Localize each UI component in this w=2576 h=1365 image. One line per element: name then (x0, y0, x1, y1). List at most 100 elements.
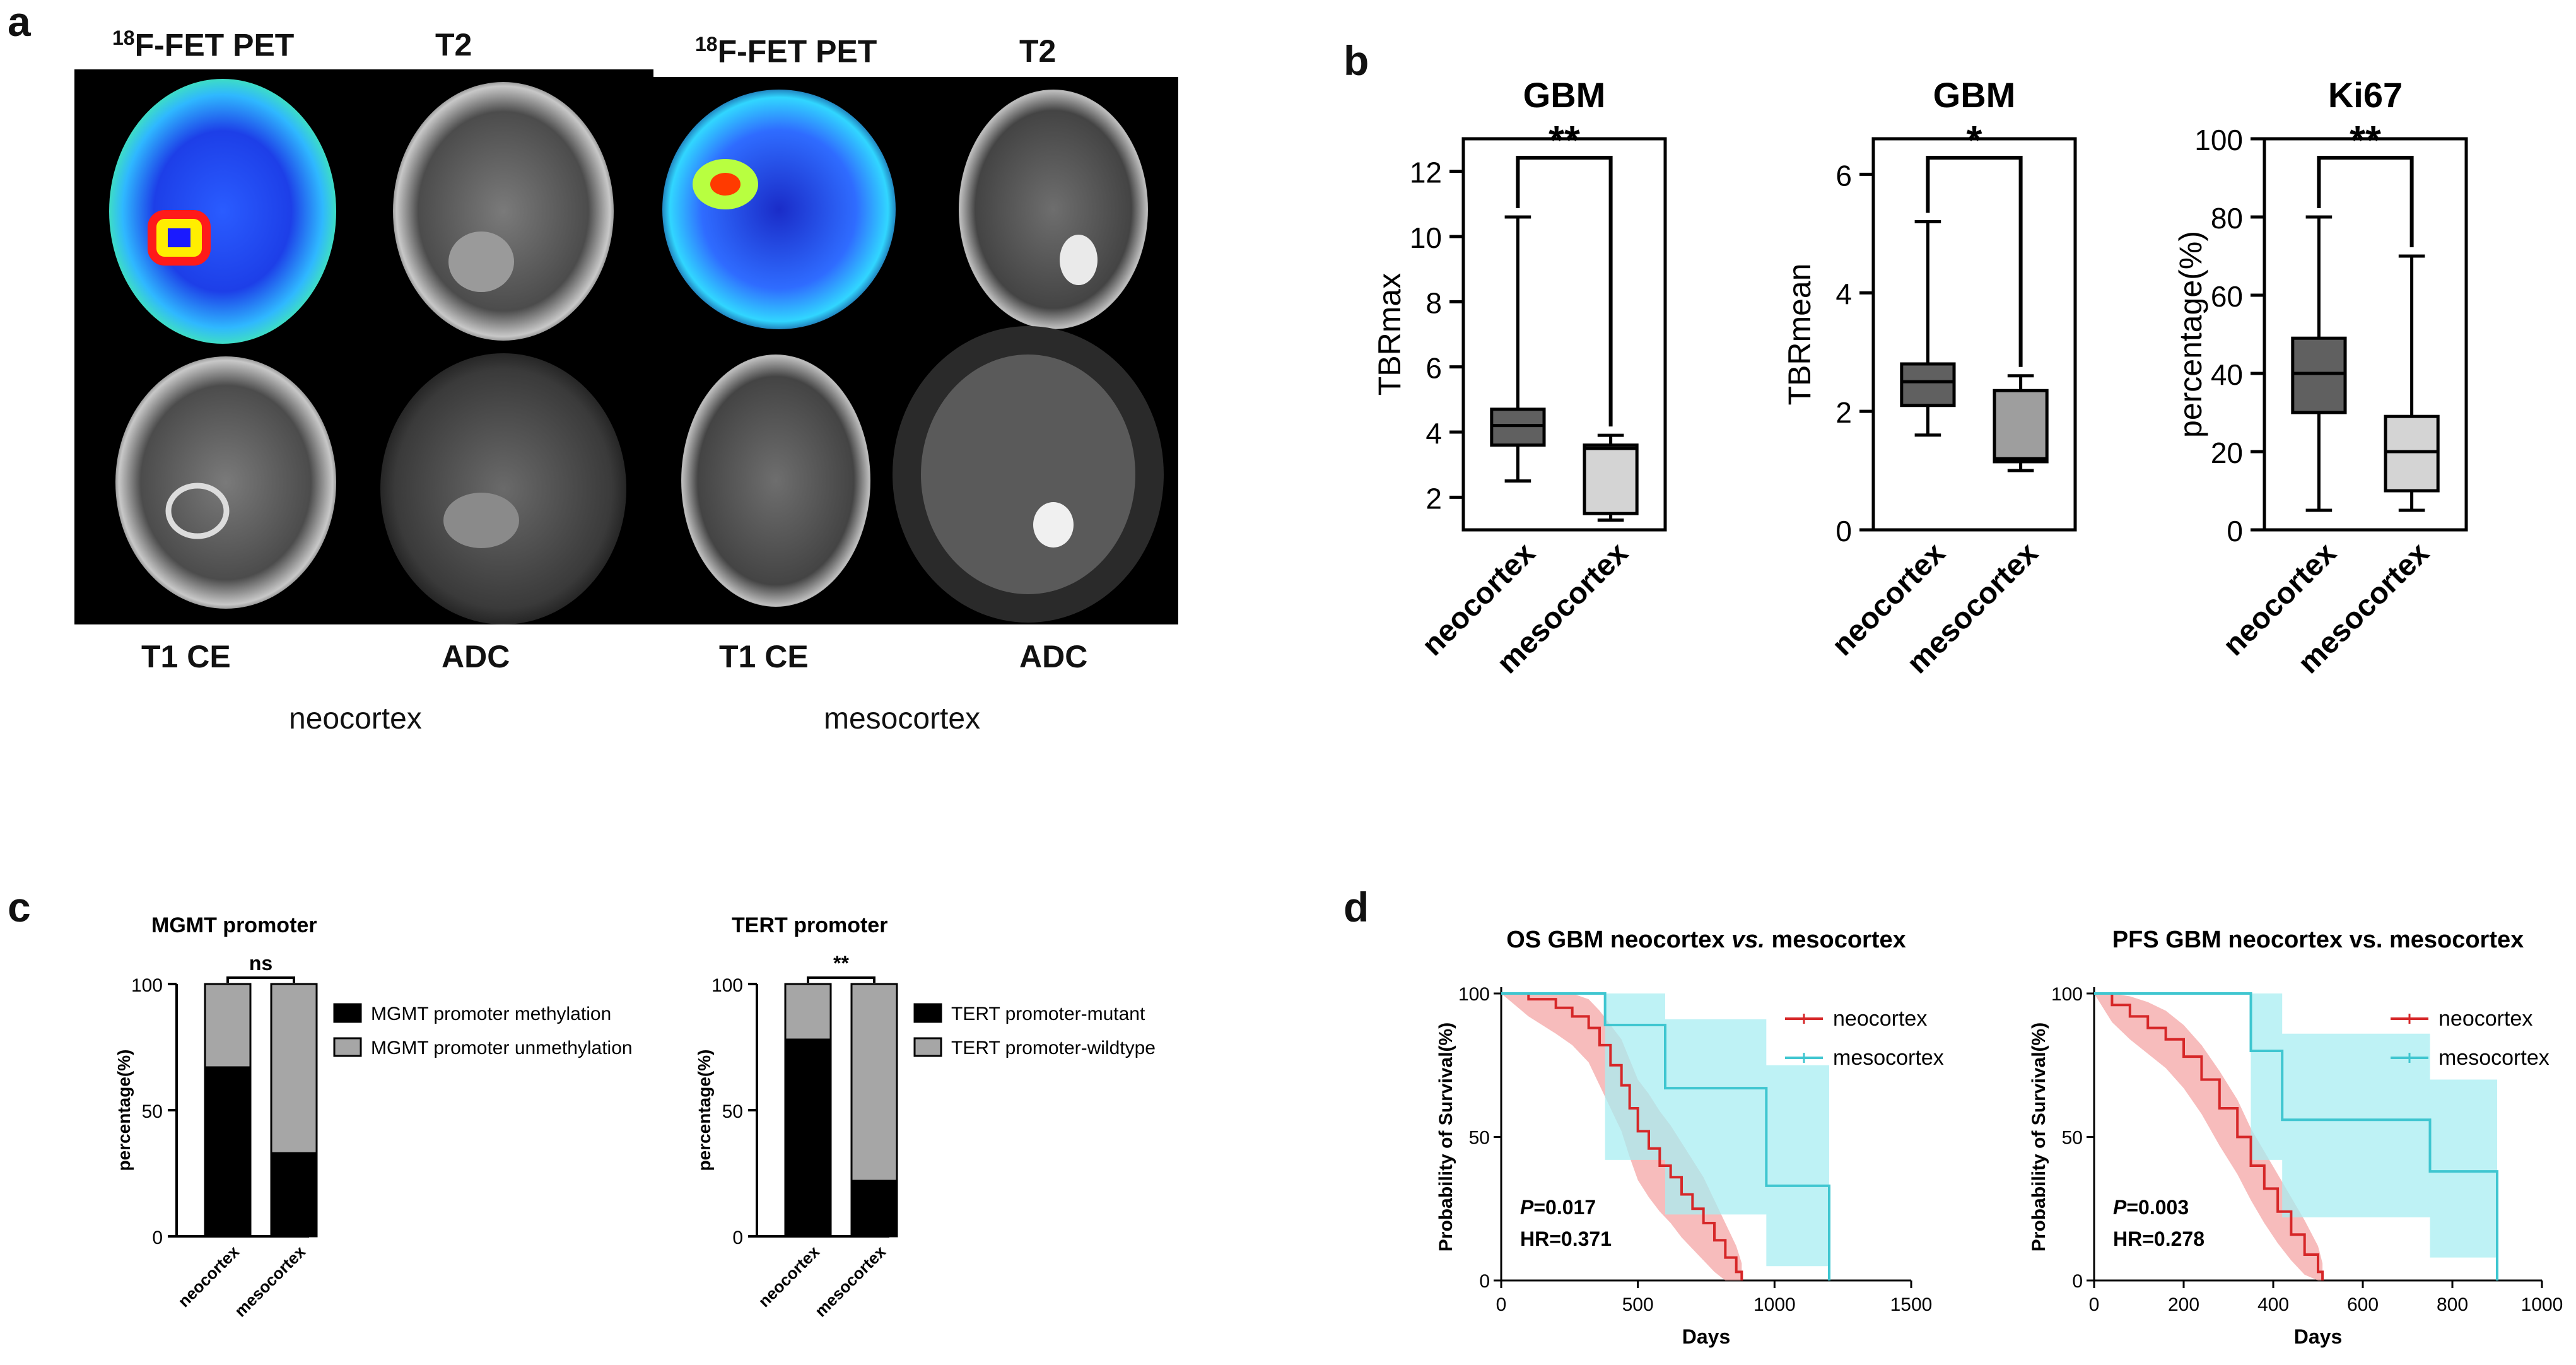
t2-label-left: T2 (435, 27, 472, 62)
adc-scan-left (380, 353, 626, 624)
survival-curve-mesocortex (2094, 992, 2498, 1280)
y-tick-label: 4 (1835, 278, 1852, 310)
x-tick-label: 200 (2168, 1294, 2199, 1315)
panel-letter-a: a (8, 0, 31, 45)
box-mesocortex (1583, 443, 1639, 515)
pet-scan-right (662, 90, 896, 329)
survival-curve-neocortex (2094, 992, 2324, 1280)
bar-segment (270, 983, 318, 1154)
x-tick-label: 0 (2089, 1294, 2100, 1315)
plot-frame (2263, 137, 2468, 532)
y-tick-label: 50 (1469, 1128, 1490, 1149)
box-mesocortex (1993, 389, 2049, 464)
chart-title: MGMT promoter (151, 913, 317, 937)
y-tick-label: 0 (2227, 515, 2243, 548)
y-tick-label: 100 (1458, 984, 1490, 1005)
legend-swatch (913, 1003, 942, 1023)
bar-segment (270, 1152, 318, 1238)
y-tick-label: 60 (2211, 280, 2243, 313)
hazard-ratio: HR=0.278 (2113, 1227, 2204, 1250)
survival-curve-neocortex (1501, 992, 1743, 1280)
hazard-ratio: HR=0.371 (1520, 1227, 1612, 1250)
y-tick-label: 0 (1835, 515, 1852, 548)
bar-segment (204, 983, 252, 1069)
legend-swatch (333, 1037, 362, 1057)
box-mesocortex (2384, 414, 2440, 493)
y-axis-label: Probability of Survival(%) (1436, 1022, 1456, 1251)
legend-label: mesocortex (1833, 1046, 1944, 1070)
t2-ventricle (1060, 235, 1098, 285)
box-neocortex (1490, 407, 1546, 447)
plot-frame (1871, 137, 2077, 532)
pet-label-right: 18F-FET PET (695, 33, 877, 69)
stacked-bar-mgmt: MGMT promoter 0 50 100 percentage(%) neocorte… (114, 913, 633, 1321)
y-tick-label: 10 (1410, 221, 1442, 254)
x-tick-label: 500 (1622, 1294, 1654, 1315)
significance-label: ns (249, 952, 272, 975)
box-neocortex (1900, 362, 1956, 407)
panel-letter-b: b (1344, 37, 1369, 84)
y-axis-label: percentage(%) (694, 1050, 714, 1171)
y-tick-label: 4 (1426, 417, 1442, 450)
y-tick-label: 0 (2072, 1271, 2083, 1292)
x-tick-label: 0 (1496, 1294, 1507, 1315)
y-tick-label: 20 (2211, 436, 2243, 469)
legend-label: MGMT promoter unmethylation (371, 1038, 633, 1058)
t2-label-right: T2 (1019, 33, 1057, 69)
plot-frame (1461, 137, 1667, 532)
y-tick-label: 6 (1835, 159, 1852, 192)
significance-bracket (1926, 156, 2023, 367)
adc-label-left: ADC (442, 639, 510, 674)
panel-letter-c: c (8, 884, 31, 930)
stacked-bar-tert: TERT promoter 0 50 100 percentage(%) neocorte… (694, 913, 1156, 1320)
bar-segment (850, 983, 898, 1182)
legend-swatch (913, 1037, 942, 1057)
significance-bracket (2317, 156, 2414, 247)
bar-segment (850, 1180, 898, 1238)
chart-title: TERT promoter (732, 913, 887, 937)
x-category-label: mesocortex (231, 1242, 310, 1321)
t1ce-label-left: T1 CE (141, 639, 231, 674)
pet-label-left: 18F-FET PET (112, 26, 295, 63)
significance-bracket (226, 976, 295, 983)
y-axis-label: Probability of Survival(%) (2029, 1022, 2049, 1251)
y-tick-label: 12 (1410, 156, 1442, 189)
y-tick-label: 100 (131, 975, 163, 996)
x-tick-label: 600 (2347, 1294, 2379, 1315)
y-tick-label: 8 (1426, 286, 1442, 319)
pet-scan-left (109, 79, 336, 344)
y-tick-label: 100 (2194, 124, 2243, 156)
x-tick-label: 800 (2437, 1294, 2468, 1315)
confidence-band-mesocortex (2094, 993, 2497, 1280)
x-tick-label: 1000 (2521, 1294, 2563, 1315)
box-neocortex (2291, 336, 2347, 414)
y-tick-label: 0 (152, 1227, 163, 1248)
y-tick-label: 0 (1479, 1271, 1490, 1292)
x-category-label: neocortex (754, 1242, 823, 1311)
legend-label: mesocortex (2438, 1046, 2550, 1070)
t1ce-label-right: T1 CE (719, 639, 809, 674)
mri-image-neocortex (74, 69, 653, 624)
legend-label: TERT promoter-wildtype (951, 1038, 1156, 1058)
legend-swatch (333, 1003, 362, 1023)
significance-bracket (1516, 156, 1613, 427)
y-axis-label: percentage(%) (114, 1050, 134, 1171)
legend-label: neocortex (1833, 1007, 1927, 1031)
legend-label: MGMT promoter methylation (371, 1004, 611, 1024)
chart-title: GBM (1933, 75, 2016, 115)
panel-letter-d: d (1344, 884, 1369, 930)
y-axis-label: TBRmean (1782, 263, 1817, 405)
adc-lesion (443, 493, 519, 548)
x-axis-label: Days (2294, 1325, 2343, 1348)
chart-title: PFS GBM neocortex vs. mesocortex (2112, 927, 2524, 953)
adc-ventricle (1033, 502, 1074, 548)
y-tick-label: 6 (1426, 352, 1442, 385)
y-tick-label: 100 (2051, 984, 2083, 1005)
bar-segment (784, 1038, 832, 1238)
y-tick-label: 100 (711, 975, 743, 996)
x-tick-label: 1000 (1753, 1294, 1796, 1315)
